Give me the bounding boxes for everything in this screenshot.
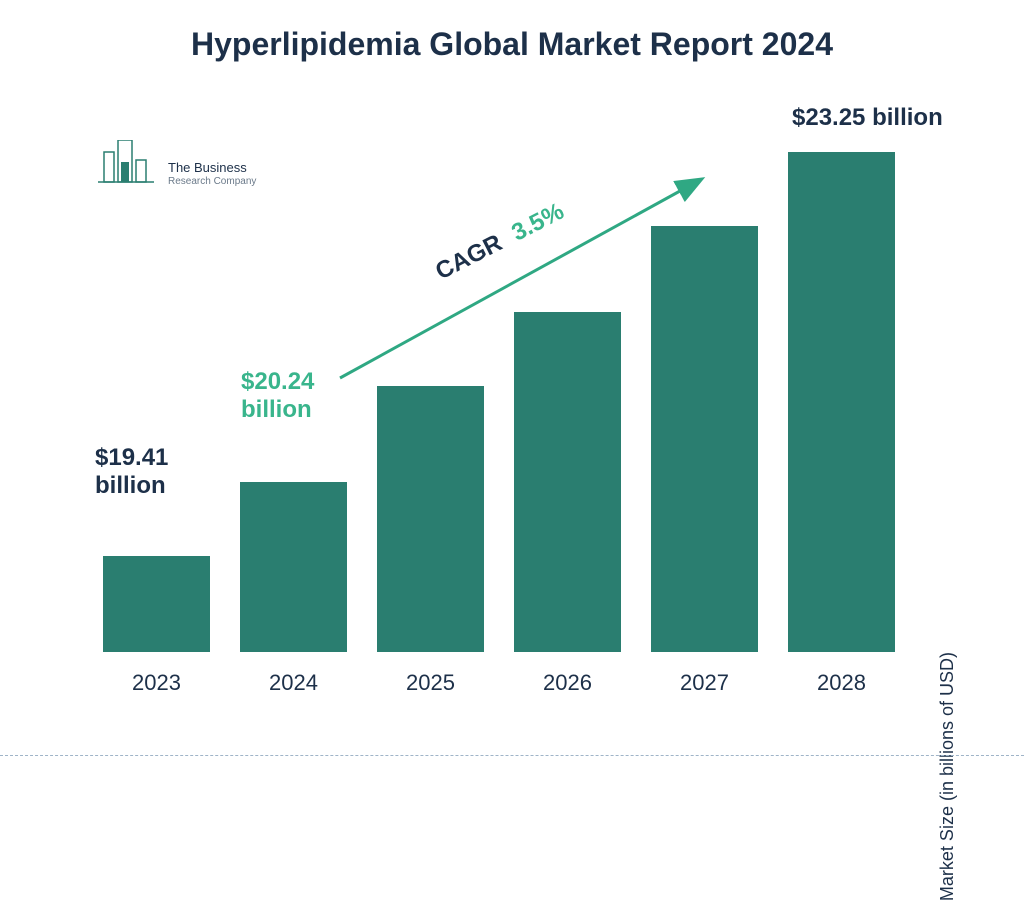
x-label: 2023: [88, 670, 225, 696]
chart-title: Hyperlipidemia Global Market Report 2024: [0, 26, 1024, 63]
x-label: 2027: [636, 670, 773, 696]
chart-area: 2023 2024 2025 2026 2027 2028 Market Siz…: [88, 120, 950, 700]
bar-slot: [499, 120, 636, 652]
value-label-line: billion: [241, 396, 314, 424]
y-axis-label: Market Size (in billions of USD): [937, 652, 958, 901]
bar-2024: [240, 482, 347, 652]
bar-slot: [773, 120, 910, 652]
value-label-2024: $20.24 billion: [241, 368, 314, 423]
value-label-line: $19.41: [95, 444, 168, 472]
bars-container: [88, 120, 910, 652]
value-label-2028: $23.25 billion: [792, 104, 943, 132]
chart-title-text: Hyperlipidemia Global Market Report 2024: [191, 26, 833, 62]
value-label-text: $23.25 billion: [792, 104, 943, 131]
bar-slot: [88, 120, 225, 652]
bar-2027: [651, 226, 758, 652]
bar-2023: [103, 556, 210, 652]
x-label: 2028: [773, 670, 910, 696]
bar-2025: [377, 386, 484, 652]
x-label: 2026: [499, 670, 636, 696]
x-axis-labels: 2023 2024 2025 2026 2027 2028: [88, 670, 910, 696]
x-label: 2025: [362, 670, 499, 696]
value-label-line: billion: [95, 472, 168, 500]
bar-slot: [636, 120, 773, 652]
value-label-2023: $19.41 billion: [95, 444, 168, 499]
x-label: 2024: [225, 670, 362, 696]
value-label-line: $20.24: [241, 368, 314, 396]
bar-2026: [514, 312, 621, 652]
footer-divider: [0, 755, 1024, 756]
bar-slot: [362, 120, 499, 652]
bar-2028: [788, 152, 895, 652]
